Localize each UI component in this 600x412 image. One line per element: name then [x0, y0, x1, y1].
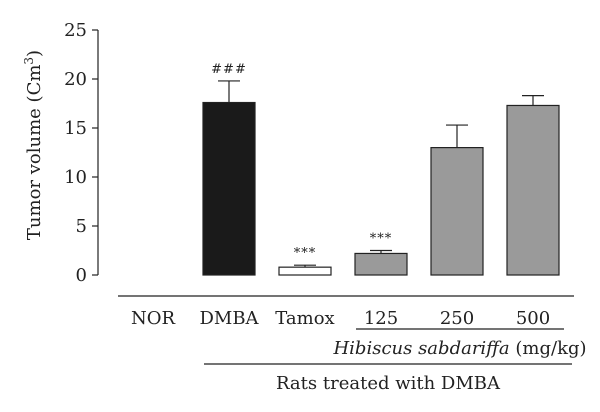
y-tick-label-0: 0: [76, 265, 87, 286]
group-label-hibiscus: Hibiscus sabdariffa (mg/kg): [332, 338, 586, 359]
x-tick-label-250: 250: [440, 308, 474, 329]
x-tick-label-500: 500: [516, 308, 550, 329]
x-tick-label-125: 125: [364, 308, 398, 329]
bar-125: [354, 252, 408, 276]
x-tick-label-nor: NOR: [131, 308, 176, 329]
annotation-dmba: ###: [211, 62, 247, 77]
y-tick-label-20: 20: [64, 69, 87, 90]
bar-250: [430, 147, 484, 276]
y-tick-label-15: 15: [64, 118, 87, 139]
y-tick-label-25: 25: [64, 20, 87, 41]
outer-group-label: Rats treated with DMBA: [276, 373, 501, 394]
x-tick-label-tamox: Tamox: [275, 308, 334, 329]
bars: ### *** ***: [202, 62, 560, 276]
annotation-tamox: ***: [294, 246, 317, 261]
y-axis: 0 5 10 15 20 25: [64, 20, 99, 286]
y-tick-label-5: 5: [76, 216, 87, 237]
annotation-125: ***: [370, 232, 393, 247]
x-axis: NOR DMBA Tamox 125 250 500: [118, 295, 574, 329]
bar-tamox: [278, 266, 332, 276]
y-axis-title: Tumor volume (Cm3): [22, 50, 45, 240]
bar-500: [506, 104, 560, 276]
bar-dmba: [202, 101, 256, 276]
y-tick-label-10: 10: [64, 167, 87, 188]
x-tick-label-dmba: DMBA: [199, 308, 259, 329]
